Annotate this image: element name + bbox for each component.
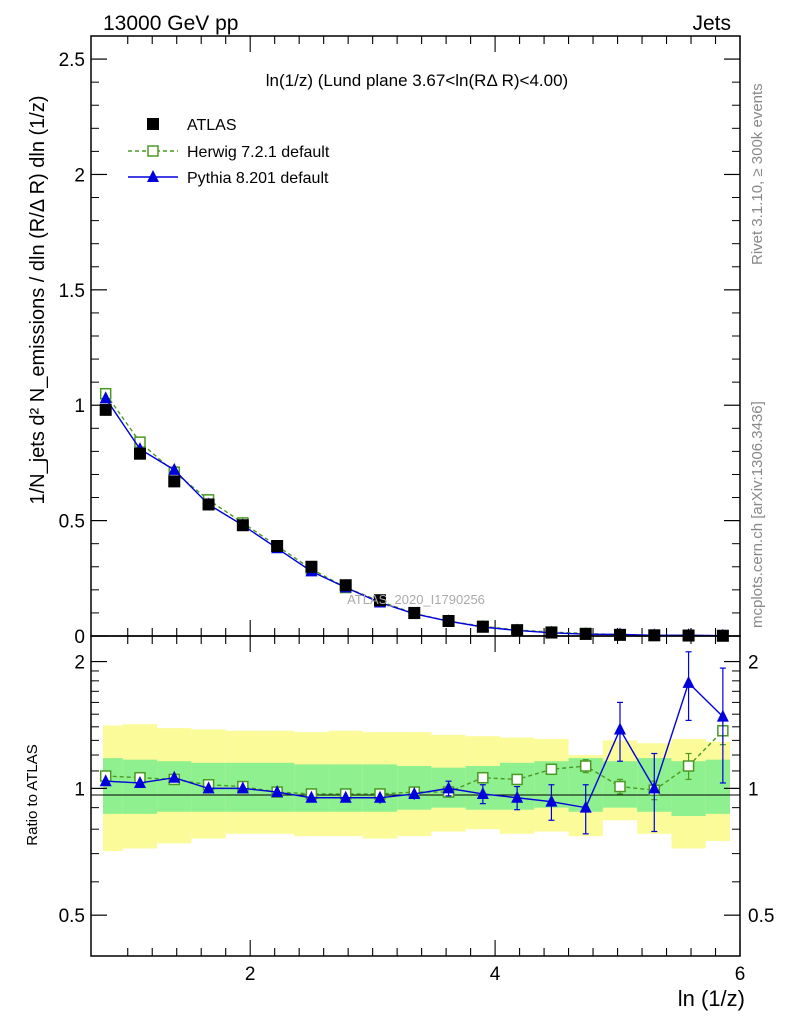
process-label: Jets: [692, 12, 731, 35]
ratio-point-series-1: [579, 800, 592, 813]
ratio-point-series-0: [579, 760, 592, 772]
main-point-series-0: [271, 540, 284, 552]
ratio-point-series-1: [236, 781, 249, 794]
main-point-series-0: [236, 519, 249, 532]
ratio-point-series-1: [716, 709, 729, 722]
legend-label-1: Herwig 7.2.1 default: [187, 144, 330, 161]
ratio-point-series-1: [476, 786, 489, 799]
ratio-point-series-1: [133, 775, 146, 788]
main-ylabel-text: 1/N_jets d² N_emissions / dln (R/Δ R) dl…: [27, 95, 49, 504]
ratio-ytick-label: 1: [74, 779, 85, 800]
x-tick-label: 4: [490, 964, 501, 985]
ratio-point-series-1: [271, 785, 284, 798]
main-ticks: 0 0.5 1 1.5 2 2.5: [59, 36, 741, 648]
main-point-series-0: [476, 620, 489, 633]
main-point-series-0: [511, 624, 524, 637]
ratio-point-series-1: [168, 770, 181, 783]
ratio-point-series-0: [614, 780, 626, 793]
main-point-series-0: [99, 403, 112, 416]
ratio-point-series-1: [545, 794, 558, 807]
legend-label-2: Pythia 8.201 default: [187, 170, 329, 187]
ratio-ytick-label-right: 1: [748, 779, 759, 800]
mcplots-label: mcplots.cern.ch [arXiv:1306.3436]: [749, 401, 766, 628]
legend-label-0: ATLAS: [187, 117, 237, 134]
main-point-series-0: [579, 627, 592, 640]
ratio-point-series-1: [648, 781, 661, 794]
rivet-label: Rivet 3.1.10, ≥ 300k events: [749, 83, 766, 265]
ratio-ylabel: Ratio to ATLAS: [24, 744, 41, 845]
x-tick-label: 2: [245, 964, 256, 985]
main-point-series-0: [202, 498, 215, 511]
main-ytick-label: 1.5: [59, 281, 85, 302]
ratio-ytick-label: 0.5: [59, 906, 85, 927]
main-point-series-0: [442, 615, 455, 627]
ratio-frame: [90, 635, 741, 957]
main-point-series-0: [339, 579, 352, 592]
legend: ATLAS Herwig 7.2.1 default Pythia 8.201 de…: [128, 117, 330, 187]
main-point-series-0: [408, 606, 421, 619]
legend-marker-0: [147, 118, 159, 130]
ratio-point-series-0: [682, 760, 695, 772]
ratio-point-series-0: [511, 773, 523, 786]
main-point-series-2: [99, 391, 112, 404]
ratio-point-series-1: [305, 790, 318, 803]
ratio-point-series-1: [339, 790, 352, 803]
main-ytick-label: 0.5: [59, 512, 85, 533]
ratio-ytick-label-right: 2: [748, 653, 759, 674]
legend-marker-2: [147, 170, 159, 182]
main-ylabel: 1/N_jets d² N_emissions / dln (R/Δ R) dl…: [27, 95, 49, 504]
main-point-series-0: [373, 594, 386, 607]
ratio-point-series-1: [99, 774, 112, 787]
ratio-data: [99, 651, 729, 835]
main-point-series-2: [168, 462, 181, 475]
mcplots-label-text: mcplots.cern.ch [arXiv:1306.3436]: [749, 401, 766, 628]
x-tick-label: 6: [735, 964, 746, 985]
ratio-point-series-1: [511, 790, 524, 803]
ratio-point-series-1: [613, 722, 626, 735]
ratio-point-series-0: [545, 763, 558, 776]
ratio-point-series-1: [408, 786, 421, 799]
ratio-ytick-label: 2: [74, 653, 85, 674]
ratio-ytick-label-right: 0.5: [748, 906, 774, 927]
ratio-band-inner: [328, 764, 363, 812]
ratio-point-series-1: [682, 675, 695, 688]
ratio-point-series-1: [373, 790, 386, 803]
rivet-label-text: Rivet 3.1.10, ≥ 300k events: [749, 83, 766, 265]
ratio-ylabel-text: Ratio to ATLAS: [24, 744, 41, 845]
x-axis-label: ln (1/z): [678, 986, 745, 1011]
main-point-series-0: [168, 475, 181, 488]
ratio-point-series-0: [477, 771, 489, 784]
legend-marker-1: [147, 145, 159, 157]
ratio-band-inner: [362, 764, 398, 812]
energy-label: 13000 GeV pp: [103, 12, 238, 35]
main-title: ln(1/z) (Lund plane 3.67<ln(RΔ R)<4.00): [266, 71, 568, 90]
main-point-series-0: [613, 628, 626, 641]
main-point-series-0: [305, 560, 318, 573]
main-point-series-0: [133, 447, 146, 460]
main-ytick-label: 2.5: [59, 50, 85, 71]
ratio-band-inner: [294, 764, 329, 812]
ratio-panel: 0.5 0.5 1 1 2 2 2 4 6: [59, 635, 774, 985]
main-ytick-label: 2: [74, 165, 85, 186]
main-ytick-label: 0: [74, 627, 85, 648]
watermark: ATLAS_2020_I1790256: [347, 592, 485, 607]
ratio-point-series-1: [442, 781, 455, 794]
main-ytick-label: 1: [74, 396, 85, 417]
ratio-ticks: 0.5 0.5 1 1 2 2 2 4 6: [59, 636, 774, 985]
ratio-band-inner: [157, 761, 192, 812]
ratio-point-series-1: [202, 781, 215, 794]
ratio-band-inner: [705, 759, 730, 814]
